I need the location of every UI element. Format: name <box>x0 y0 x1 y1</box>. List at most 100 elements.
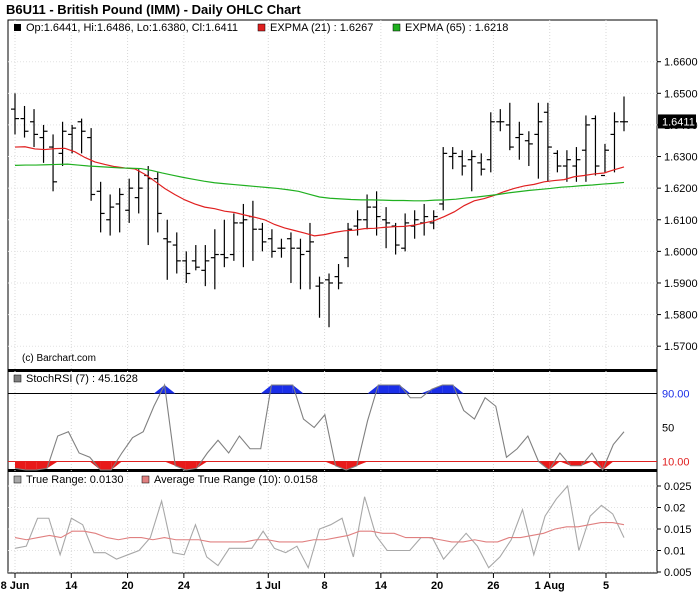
stochrsi-legend-swatch <box>13 374 22 383</box>
ohlc-bar <box>562 150 571 182</box>
stochrsi-oversold-fill <box>36 461 48 470</box>
atr-line <box>14 521 625 543</box>
stochrsi-overbought-fill <box>164 385 176 394</box>
tr-y-tick-label: 0.01 <box>664 546 685 558</box>
x-tick-label: 26 <box>487 580 499 592</box>
ohlc-bar <box>58 121 67 167</box>
ohlc-bar <box>248 200 257 261</box>
price-y-tick-label: 1.6200 <box>664 183 698 195</box>
x-tick-label: 20 <box>121 580 133 592</box>
tr-y-tick-label: 0.015 <box>664 524 692 536</box>
price-y-tick-label: 1.5900 <box>664 278 698 290</box>
ohlc-bar <box>267 229 276 258</box>
stochrsi-overbought-fill <box>378 385 389 394</box>
ohlc-bar <box>296 238 305 290</box>
price-legend: Op:1.6441, Hi:1.6486, Lo:1.6380, Cl:1.64… <box>14 22 508 34</box>
ohlc-bar <box>87 128 96 201</box>
x-tick-label: 14 <box>375 580 388 592</box>
price-y-tick-label: 1.6600 <box>664 57 698 69</box>
stochrsi-oversold-fill <box>15 461 26 470</box>
ohlc-bar <box>201 245 210 287</box>
panel-divider <box>8 369 657 372</box>
ohlc-bar <box>496 109 505 132</box>
price-y-tick-label: 1.6100 <box>664 215 698 227</box>
ohlc-bar <box>334 264 343 290</box>
tr-y-tick-label: 0.005 <box>664 567 692 579</box>
stochrsi-oversold-fill <box>25 461 37 470</box>
ohlc-legend-text: Op:1.6441, Hi:1.6486, Lo:1.6380, Cl:1.64… <box>26 22 238 34</box>
ohlc-bar <box>134 169 143 214</box>
stochrsi-legend: StochRSI (7) : 45.1628 <box>13 373 138 385</box>
ema65-line <box>14 163 625 202</box>
ohlc-bar <box>305 222 314 290</box>
stochrsi-y-tick-label: 90.00 <box>662 389 690 401</box>
ohlc-bar <box>125 178 134 223</box>
ohlc-legend-swatch <box>14 24 21 31</box>
x-tick-label: 8 Jun <box>1 580 30 592</box>
stochrsi-overbought-fill <box>399 385 411 394</box>
ohlc-bar <box>258 222 267 252</box>
stochrsi-overbought-fill <box>260 385 272 394</box>
stochrsi-y-tick-label: 50 <box>662 423 674 435</box>
atr-legend-swatch <box>141 475 150 484</box>
stochrsi-oversold-fill <box>324 461 336 466</box>
stochrsi-overbought-fill <box>442 385 454 394</box>
stochrsi-oversold-fill <box>356 461 368 466</box>
ohlc-bar <box>229 213 238 261</box>
ohlc-bar <box>315 276 324 318</box>
price-y-tick-label: 1.6300 <box>664 152 698 164</box>
price-y-tick-label: 1.5700 <box>664 341 698 353</box>
true-range-line <box>14 484 625 570</box>
x-tick-label: 8 <box>322 580 328 592</box>
stochrsi-overbought-fill <box>367 385 379 394</box>
ohlc-bar <box>467 150 476 192</box>
x-tick-label: 20 <box>431 580 443 592</box>
price-y-tick-label: 1.6000 <box>664 246 698 258</box>
ema21-legend-text: EXPMA (21) : 1.6267 <box>270 22 373 34</box>
stochrsi-oversold-fill <box>549 461 560 470</box>
atr-legend-text: Average True Range (10): 0.0158 <box>154 474 318 486</box>
ohlc-bar <box>77 118 86 154</box>
ohlc-bar <box>420 203 429 236</box>
stochrsi-overbought-fill <box>431 385 443 394</box>
stochrsi-oversold-fill <box>591 461 603 470</box>
ohlc-bar <box>372 191 381 236</box>
ohlc-bar <box>581 115 590 182</box>
stochrsi-oversold-fill <box>100 461 112 470</box>
last-price-box <box>658 114 696 129</box>
stochrsi-legend-text: StochRSI (7) : 45.1628 <box>26 373 138 385</box>
ohlc-bar <box>115 188 124 233</box>
stochrsi-line <box>14 383 625 472</box>
stochrsi-oversold-fill <box>185 461 197 470</box>
ema21-line <box>14 146 625 237</box>
ohlc-bar <box>20 105 29 138</box>
ohlc-bar <box>353 210 362 236</box>
tr-legend-text: True Range: 0.0130 <box>26 474 123 486</box>
stochrsi-oversold-fill <box>335 461 347 470</box>
ohlc-bar <box>591 115 600 176</box>
ohlc-bar <box>448 147 457 170</box>
price-panel-frame <box>7 19 658 372</box>
ohlc-bar <box>220 219 229 268</box>
ohlc-bar <box>277 238 286 258</box>
x-tick-label: 14 <box>65 580 78 592</box>
ohlc-bar <box>391 222 400 255</box>
ohlc-bar <box>191 245 200 271</box>
stochrsi-oversold-fill <box>89 461 101 470</box>
stochrsi-oversold-fill <box>111 461 122 470</box>
stochrsi-overbought-fill <box>271 385 283 394</box>
panel-divider <box>8 469 657 472</box>
stochrsi-oversold-fill <box>47 461 58 469</box>
truerange-legend: True Range: 0.0130 Average True Range (1… <box>13 474 318 486</box>
stochrsi-overbought-fill <box>292 385 304 394</box>
stochrsi-overbought-fill <box>388 385 400 394</box>
ohlc-bar <box>505 102 514 151</box>
ohlc-bar <box>96 181 105 233</box>
ohlc-bar <box>524 131 533 167</box>
x-tick-label: 24 <box>178 580 191 592</box>
stochrsi-overbought-fill <box>421 389 432 394</box>
ohlc-bar <box>210 229 219 290</box>
ohlc-bar <box>11 93 19 135</box>
tr-legend-swatch <box>13 475 22 484</box>
copyright-text: (c) Barchart.com <box>22 353 96 364</box>
